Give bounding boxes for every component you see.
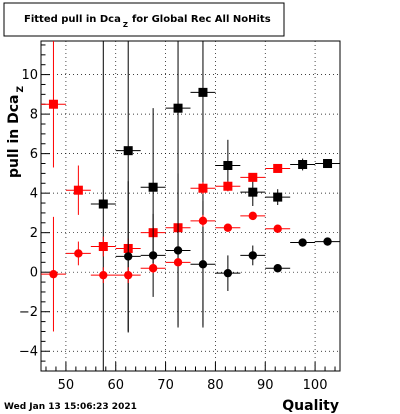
- data-point-square: [298, 160, 308, 170]
- data-point-circle: [124, 252, 133, 261]
- chart-title-main: Fitted pull in Dca: [24, 14, 121, 25]
- chart-title-suffix: for Global Rec All NoHits: [132, 14, 271, 25]
- data-point-circle: [173, 258, 183, 267]
- data-point-square: [173, 103, 183, 113]
- data-point-circle: [198, 216, 208, 226]
- data-point-square: [248, 172, 258, 182]
- y-tick-label: 4: [30, 187, 38, 202]
- data-point-circle: [298, 238, 307, 247]
- data-point-square: [273, 192, 283, 202]
- data-point-circle: [223, 268, 233, 278]
- x-tick-label: 90: [257, 378, 274, 393]
- data-point-circle: [248, 251, 257, 260]
- data-point-circle: [273, 264, 282, 273]
- data-point-circle: [49, 269, 58, 279]
- data-point-square: [323, 159, 333, 169]
- data-point-square: [198, 183, 208, 193]
- data-point-square: [198, 87, 208, 97]
- y-tick-label: 6: [30, 147, 38, 162]
- data-point-circle: [173, 246, 183, 255]
- x-tick-label: 60: [107, 378, 124, 393]
- axis-ticks: 50 60 70 80 90 100 −4 −2 0 2 4 6 8 10: [19, 44, 336, 393]
- data-point-square: [98, 199, 108, 209]
- y-tick-label: 2: [30, 226, 38, 241]
- y-axis-title-subscript: Z: [16, 86, 26, 93]
- x-tick-label: 100: [303, 378, 328, 393]
- data-point-square: [223, 181, 233, 191]
- y-axis-title: pull in Dca Z: [6, 86, 26, 178]
- data-point-circle: [148, 251, 158, 260]
- data-point-square: [98, 242, 108, 252]
- y-tick-label: −4: [19, 345, 38, 360]
- data-point-square: [223, 160, 233, 170]
- data-point-circle: [198, 260, 208, 269]
- title-box: [3, 2, 285, 37]
- x-tick-label: 70: [157, 378, 174, 393]
- x-tick-label: 50: [58, 378, 75, 393]
- y-axis-title-main: pull in Dca: [6, 95, 22, 178]
- chart-title-subscript: Z: [123, 21, 128, 29]
- data-point-square: [48, 99, 58, 109]
- data-point-square: [248, 187, 258, 197]
- data-point-circle: [124, 270, 133, 280]
- data-point-square: [148, 182, 158, 192]
- data-point-circle: [99, 270, 108, 280]
- y-tick-label: −2: [19, 305, 38, 320]
- data-point-square: [273, 163, 283, 173]
- data-point-circle: [273, 224, 282, 233]
- data-point-square: [123, 146, 133, 156]
- data-point-circle: [323, 237, 332, 246]
- data-point-circle: [74, 249, 83, 258]
- data-point-circle: [148, 264, 158, 273]
- data-points: [41, 41, 340, 371]
- y-tick-label: 0: [30, 266, 38, 281]
- x-axis-title: Quality: [282, 398, 339, 414]
- data-point-circle: [248, 211, 257, 221]
- timestamp: Wed Jan 13 15:06:23 2021: [4, 402, 137, 412]
- plot-frame: [40, 40, 341, 372]
- y-tick-label: 8: [30, 108, 38, 123]
- data-point-circle: [223, 223, 233, 232]
- data-point-square: [73, 185, 83, 195]
- x-tick-label: 80: [207, 378, 224, 393]
- y-tick-label: 10: [21, 68, 38, 83]
